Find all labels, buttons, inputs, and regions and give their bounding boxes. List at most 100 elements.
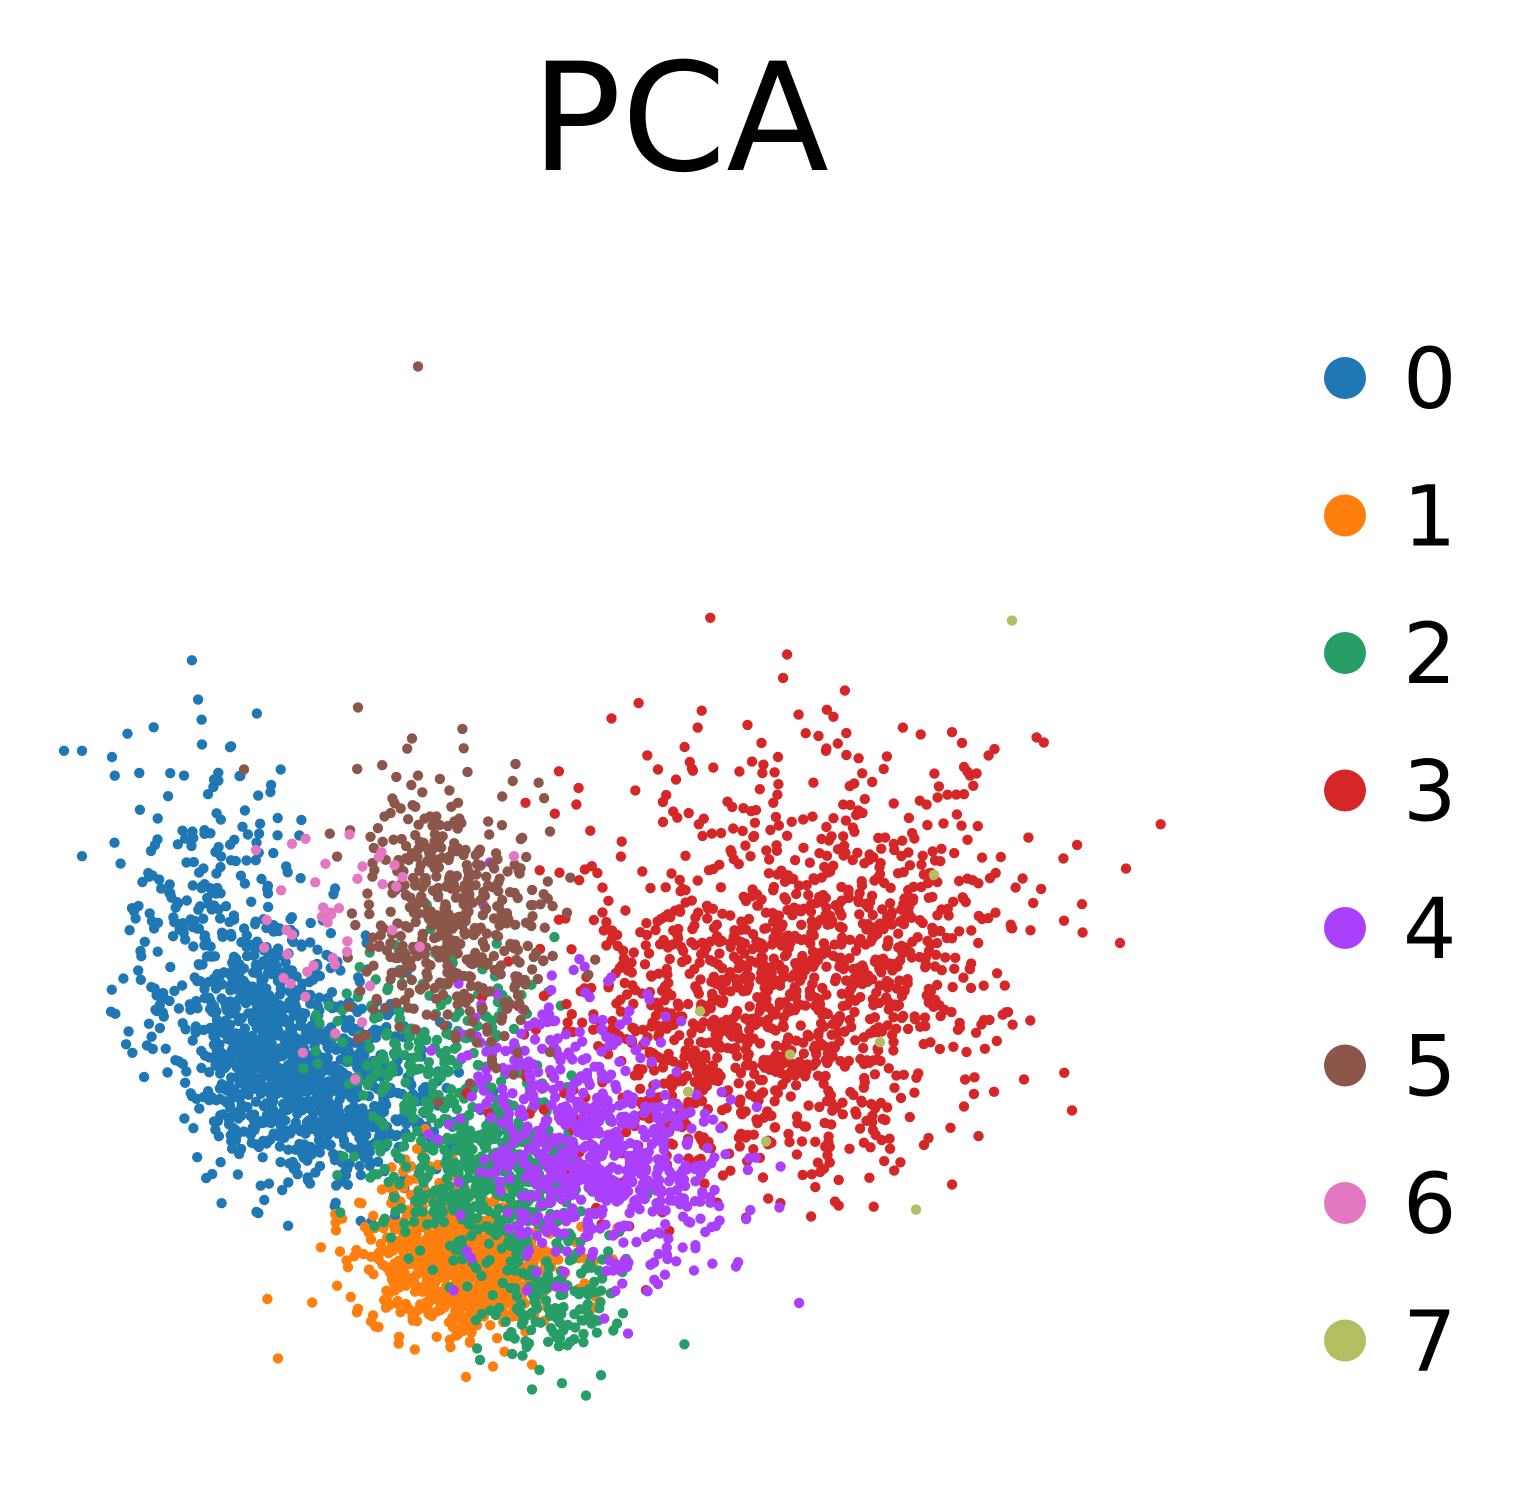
point-3 [896,940,907,951]
point-3 [683,1037,695,1048]
point-0 [230,1124,241,1135]
point-0 [58,745,70,756]
point-4 [522,1226,533,1238]
point-1 [411,1143,423,1155]
point-3 [869,1069,881,1080]
point-4 [645,1087,656,1099]
point-3 [902,1023,914,1035]
point-3 [803,889,814,901]
point-2 [377,1049,389,1061]
point-2 [314,1017,325,1029]
point-3 [665,912,676,923]
point-3 [780,997,791,1008]
point-3 [768,885,779,896]
point-3 [932,910,943,921]
point-3 [725,941,736,953]
point-0 [204,1067,215,1078]
point-3 [785,1091,796,1102]
point-0 [198,1024,209,1036]
point-3 [769,1085,781,1096]
point-0 [229,1091,240,1102]
point-3 [712,1032,723,1043]
point-3 [1059,1067,1070,1079]
point-4 [443,1119,454,1130]
point-2 [493,1203,504,1215]
point-3 [833,900,844,911]
point-1 [436,1261,448,1273]
point-4 [686,1123,697,1134]
point-0 [262,901,274,913]
point-3 [844,1143,855,1155]
point-0 [354,976,365,987]
point-2 [521,1341,532,1353]
point-0 [186,840,197,852]
point-1 [307,1297,318,1308]
point-3 [828,711,839,722]
point-3 [717,908,728,919]
point-4 [517,1191,528,1202]
point-4 [612,1148,624,1159]
point-3 [896,850,907,862]
point-2 [400,1226,411,1238]
point-3 [820,947,831,958]
point-0 [331,1180,342,1191]
point-0 [255,1088,266,1100]
point-2 [502,1265,513,1276]
point-3 [796,919,807,930]
point-3 [657,1062,669,1073]
point-4 [614,1056,625,1068]
point-4 [691,1089,702,1101]
point-4 [621,1174,632,1185]
point-3 [962,834,973,845]
point-3 [885,911,897,922]
point-0 [312,1090,323,1101]
point-3 [816,833,827,845]
point-4 [705,1197,716,1209]
point-3 [695,1066,706,1077]
point-3 [769,1096,780,1107]
point-3 [806,927,817,939]
point-0 [148,722,159,733]
point-0 [168,912,179,923]
point-0 [241,855,252,866]
point-3 [635,1083,646,1095]
point-3 [707,1060,719,1071]
point-3 [657,816,669,828]
point-0 [257,1025,268,1036]
point-2 [457,1254,468,1265]
point-4 [714,1215,725,1226]
point-3 [725,845,736,856]
point-0 [291,1002,302,1013]
point-4 [575,1245,586,1256]
point-4 [707,1114,719,1125]
point-3 [1035,883,1047,895]
point-2 [578,1328,589,1340]
point-4 [698,1116,709,1127]
point-2 [525,1324,537,1336]
point-2 [505,1282,516,1294]
point-0 [193,867,205,878]
point-3 [661,986,673,997]
point-3 [879,877,890,889]
point-3 [823,1049,834,1060]
point-4 [714,1201,725,1212]
point-3 [851,1109,862,1120]
point-2 [442,1132,453,1144]
point-3 [789,855,801,866]
point-1 [425,1287,437,1298]
point-3 [615,1006,627,1017]
point-1 [349,1251,360,1262]
point-0 [249,943,261,954]
point-2 [570,1322,581,1333]
point-4 [622,1186,634,1197]
point-3 [925,1037,936,1048]
point-0 [215,814,226,825]
point-3 [834,1036,845,1047]
point-3 [927,922,938,933]
point-3 [677,1075,688,1087]
point-0 [215,1025,226,1036]
point-3 [976,852,988,863]
point-4 [725,1094,737,1105]
point-3 [973,910,984,922]
point-2 [516,1319,528,1330]
